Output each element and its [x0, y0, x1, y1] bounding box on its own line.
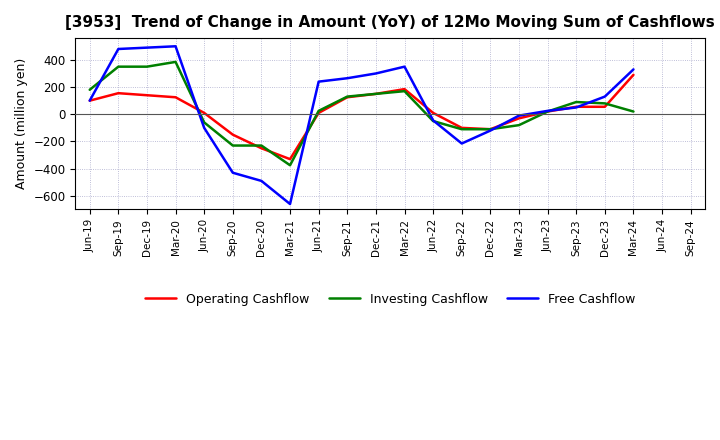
Investing Cashflow: [228, 143, 237, 148]
Free Cashflow: [86, 98, 94, 103]
Investing Cashflow: [315, 108, 323, 114]
Title: [3953]  Trend of Change in Amount (YoY) of 12Mo Moving Sum of Cashflows: [3953] Trend of Change in Amount (YoY) o…: [66, 15, 715, 30]
Operating Cashflow: [429, 110, 438, 116]
Operating Cashflow: [257, 146, 266, 151]
Free Cashflow: [429, 118, 438, 123]
Free Cashflow: [372, 71, 380, 76]
Free Cashflow: [629, 67, 638, 72]
Free Cashflow: [486, 128, 495, 133]
Operating Cashflow: [629, 72, 638, 77]
Free Cashflow: [457, 141, 466, 146]
Free Cashflow: [572, 105, 580, 110]
Operating Cashflow: [143, 92, 151, 98]
Investing Cashflow: [200, 120, 209, 125]
Operating Cashflow: [315, 110, 323, 116]
Free Cashflow: [286, 202, 294, 207]
Investing Cashflow: [515, 122, 523, 128]
Operating Cashflow: [200, 110, 209, 116]
Free Cashflow: [400, 64, 409, 70]
Free Cashflow: [544, 108, 552, 114]
Free Cashflow: [228, 170, 237, 176]
Investing Cashflow: [86, 87, 94, 92]
Operating Cashflow: [372, 91, 380, 96]
Operating Cashflow: [515, 116, 523, 121]
Investing Cashflow: [486, 127, 495, 132]
Free Cashflow: [257, 178, 266, 183]
Free Cashflow: [343, 76, 351, 81]
Investing Cashflow: [429, 118, 438, 124]
Investing Cashflow: [572, 99, 580, 105]
Line: Free Cashflow: Free Cashflow: [90, 46, 634, 204]
Operating Cashflow: [228, 132, 237, 137]
Free Cashflow: [200, 125, 209, 131]
Investing Cashflow: [171, 59, 180, 65]
Line: Operating Cashflow: Operating Cashflow: [90, 75, 634, 159]
Investing Cashflow: [600, 101, 609, 106]
Operating Cashflow: [114, 91, 122, 96]
Operating Cashflow: [457, 125, 466, 131]
Operating Cashflow: [600, 104, 609, 110]
Legend: Operating Cashflow, Investing Cashflow, Free Cashflow: Operating Cashflow, Investing Cashflow, …: [140, 288, 640, 311]
Operating Cashflow: [343, 95, 351, 100]
Investing Cashflow: [544, 109, 552, 114]
Line: Investing Cashflow: Investing Cashflow: [90, 62, 634, 165]
Free Cashflow: [171, 44, 180, 49]
Investing Cashflow: [343, 94, 351, 99]
Free Cashflow: [114, 46, 122, 51]
Operating Cashflow: [86, 98, 94, 103]
Operating Cashflow: [544, 109, 552, 114]
Investing Cashflow: [286, 163, 294, 168]
Investing Cashflow: [629, 109, 638, 114]
Investing Cashflow: [114, 64, 122, 70]
Operating Cashflow: [572, 104, 580, 110]
Operating Cashflow: [486, 127, 495, 132]
Operating Cashflow: [171, 95, 180, 100]
Y-axis label: Amount (million yen): Amount (million yen): [15, 58, 28, 189]
Operating Cashflow: [286, 157, 294, 162]
Free Cashflow: [315, 79, 323, 84]
Free Cashflow: [600, 94, 609, 99]
Investing Cashflow: [372, 91, 380, 96]
Investing Cashflow: [257, 143, 266, 148]
Free Cashflow: [143, 45, 151, 50]
Free Cashflow: [515, 113, 523, 118]
Investing Cashflow: [457, 127, 466, 132]
Investing Cashflow: [400, 88, 409, 94]
Operating Cashflow: [400, 87, 409, 92]
Investing Cashflow: [143, 64, 151, 70]
